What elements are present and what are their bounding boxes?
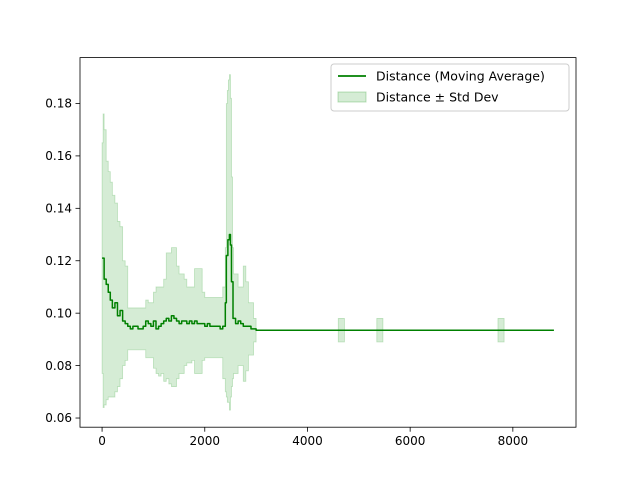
y-tick-label: 0.10 bbox=[45, 306, 72, 320]
legend-label-moving-average: Distance (Moving Average) bbox=[376, 69, 545, 84]
plot-area bbox=[101, 74, 554, 411]
y-tick-label: 0.14 bbox=[45, 202, 72, 216]
legend-label-std-dev: Distance ± Std Dev bbox=[376, 90, 499, 105]
x-tick-label: 8000 bbox=[498, 434, 529, 448]
legend-frame bbox=[330, 63, 570, 112]
y-tick-label: 0.06 bbox=[45, 411, 72, 425]
x-tick-label: 2000 bbox=[189, 434, 220, 448]
y-tick-label: 0.12 bbox=[45, 254, 72, 268]
x-axis: 0 2000 4000 6000 8000 bbox=[98, 427, 528, 448]
y-tick-label: 0.08 bbox=[45, 359, 72, 373]
x-tick-label: 0 bbox=[98, 434, 106, 448]
axes-frame bbox=[79, 57, 577, 428]
y-tick-label: 0.16 bbox=[45, 149, 72, 163]
x-tick-label: 4000 bbox=[292, 434, 323, 448]
y-tick-label: 0.18 bbox=[45, 97, 72, 111]
x-tick-label: 6000 bbox=[395, 434, 426, 448]
moving-average-line bbox=[102, 233, 554, 331]
y-axis: 0.06 0.08 0.10 0.12 0.14 0.16 0.18 bbox=[45, 97, 80, 425]
legend: Distance (Moving Average) Distance ± Std… bbox=[330, 63, 570, 112]
legend-band-swatch bbox=[337, 91, 367, 103]
